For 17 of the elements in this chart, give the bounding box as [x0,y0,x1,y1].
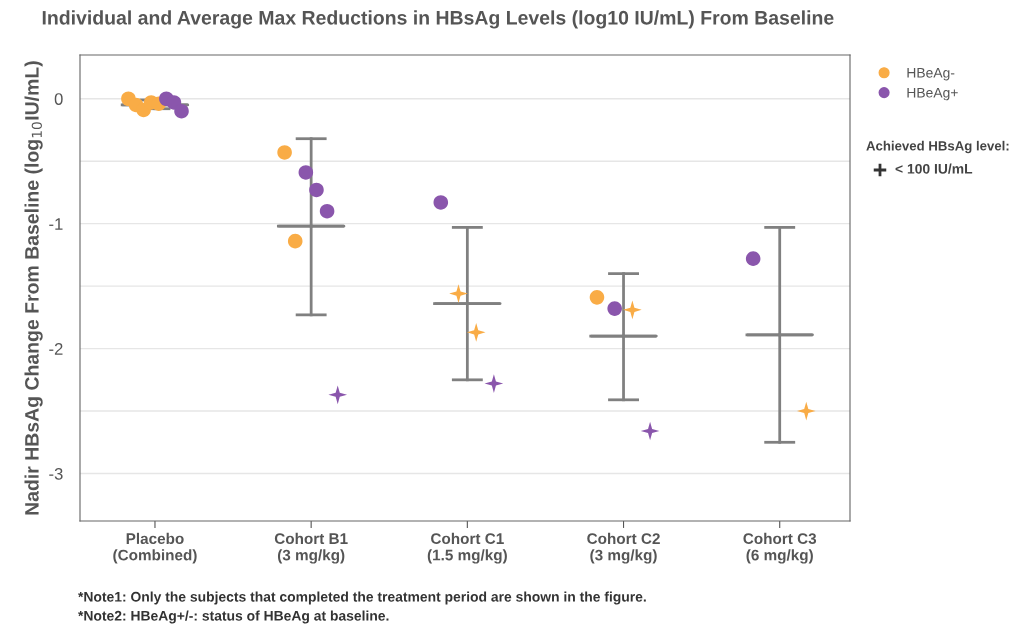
text: < 100 IU/mL [895,163,973,174]
x-tick-label: Cohort B1 (3 mg/kg) [274,532,348,564]
y-tick-label: -3 [49,467,63,480]
x-tick-label: Cohort C2 (3 mg/kg) [587,532,660,564]
x-tick-label: Cohort C1 (1.5 mg/kg) [427,532,507,564]
x-tick-label: Cohort C3 (6 mg/kg) [743,532,817,564]
y-axis-title: Nadir HBsAg Change From Baseline (log$_{10}$IU/mL) [24,61,43,515]
text: *Note1: Only the subjects that completed the treatment period are shown in the figure. [78,591,646,605]
y-tick-label: -1 [49,218,63,230]
y-tick-label: 0 [54,93,63,105]
chart-title: Individual and Average Max Reductions in HBsAg Levels (log10 IU/mL) From Baseline [42,10,834,29]
text: *Note2: HBeAg+/-: status of HBeAg at baseline. [78,610,389,624]
legend-label: HBeAg- [907,68,955,81]
legend-label: HBeAg+ [907,87,958,101]
text: Achieved HBsAg level: [866,140,1009,154]
y-tick-label: -2 [49,342,63,355]
x-tick-label: Placebo (Combined) [113,532,197,564]
